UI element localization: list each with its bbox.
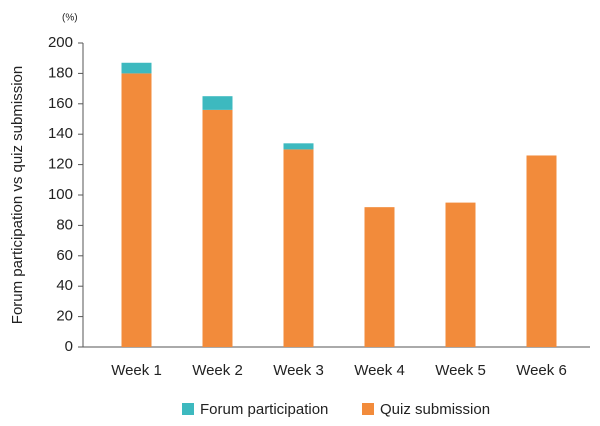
y-tick-label: 120 (48, 156, 73, 173)
bar-segment (526, 155, 557, 347)
legend-label: Forum participation (200, 401, 328, 418)
x-tick-label: Week 5 (435, 362, 486, 379)
bar-segment (445, 202, 476, 347)
y-tick-label: 0 (65, 338, 73, 355)
bar-segment (283, 143, 314, 150)
y-tick-label: 80 (56, 216, 73, 233)
y-tick-label: 180 (48, 64, 73, 81)
x-tick-label: Week 4 (354, 362, 405, 379)
bar-segment (202, 96, 233, 110)
y-tick-label: 40 (56, 277, 73, 294)
legend-swatch (182, 403, 194, 415)
x-tick-label: Week 1 (111, 362, 162, 379)
y-tick-label: 100 (48, 186, 73, 203)
y-axis-label: Forum participation vs quiz submission (9, 66, 26, 324)
bar-segment (364, 207, 395, 347)
unit-label: (%) (62, 13, 78, 24)
bar-segment (121, 73, 152, 348)
legend-swatch (362, 403, 374, 415)
y-tick-label: 20 (56, 308, 73, 325)
legend-label: Quiz submission (380, 401, 490, 418)
bar-segment (202, 109, 233, 347)
x-tick-label: Week 6 (516, 362, 567, 379)
y-tick-label: 140 (48, 125, 73, 142)
bar-segment (283, 149, 314, 347)
x-tick-label: Week 2 (192, 362, 243, 379)
y-tick-label: 60 (56, 247, 73, 264)
x-tick-label: Week 3 (273, 362, 324, 379)
y-tick-label: 200 (48, 34, 73, 51)
bar-segment (121, 62, 152, 74)
y-tick-label: 160 (48, 95, 73, 112)
